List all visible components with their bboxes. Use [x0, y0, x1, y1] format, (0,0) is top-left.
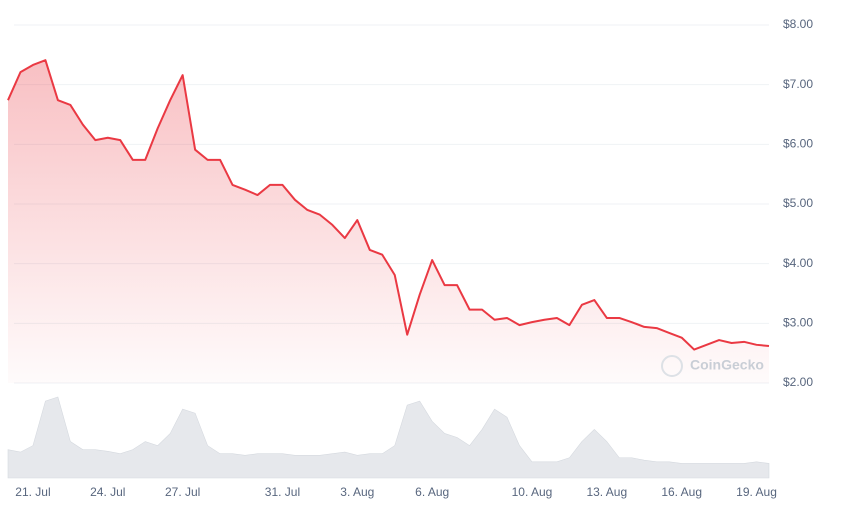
price-area [8, 60, 769, 383]
plot: $2.00 $3.00 $4.00 $5.00 $6.00 $7.00 $8.00 21. J… [7, 17, 813, 499]
price-line [7, 59, 770, 351]
watermark-logo [661, 355, 683, 377]
x-tick-label: 19. Aug [736, 485, 777, 499]
y-tick-label: $6.00 [783, 137, 813, 151]
watermark: CoinGecko [661, 355, 764, 377]
x-tick-label: 31. Jul [265, 485, 300, 499]
x-tick-label: 16. Aug [661, 485, 702, 499]
x-tick-label: 13. Aug [586, 485, 627, 499]
y-tick-label: $5.00 [783, 196, 813, 210]
x-tick-label: 21. Jul [15, 485, 50, 499]
x-tick-label: 3. Aug [340, 485, 374, 499]
y-tick-label: $2.00 [783, 375, 813, 389]
y-tick-label: $4.00 [783, 256, 813, 270]
x-tick-label: 24. Jul [90, 485, 125, 499]
x-tick-label: 27. Jul [165, 485, 200, 499]
y-tick-label: $8.00 [783, 17, 813, 31]
x-tick-label: 6. Aug [415, 485, 449, 499]
y-tick-label: $3.00 [783, 316, 813, 330]
y-tick-label: $7.00 [783, 77, 813, 91]
x-tick-label: 10. Aug [512, 485, 553, 499]
volume-area [7, 396, 770, 479]
watermark-text: CoinGecko [690, 357, 764, 373]
